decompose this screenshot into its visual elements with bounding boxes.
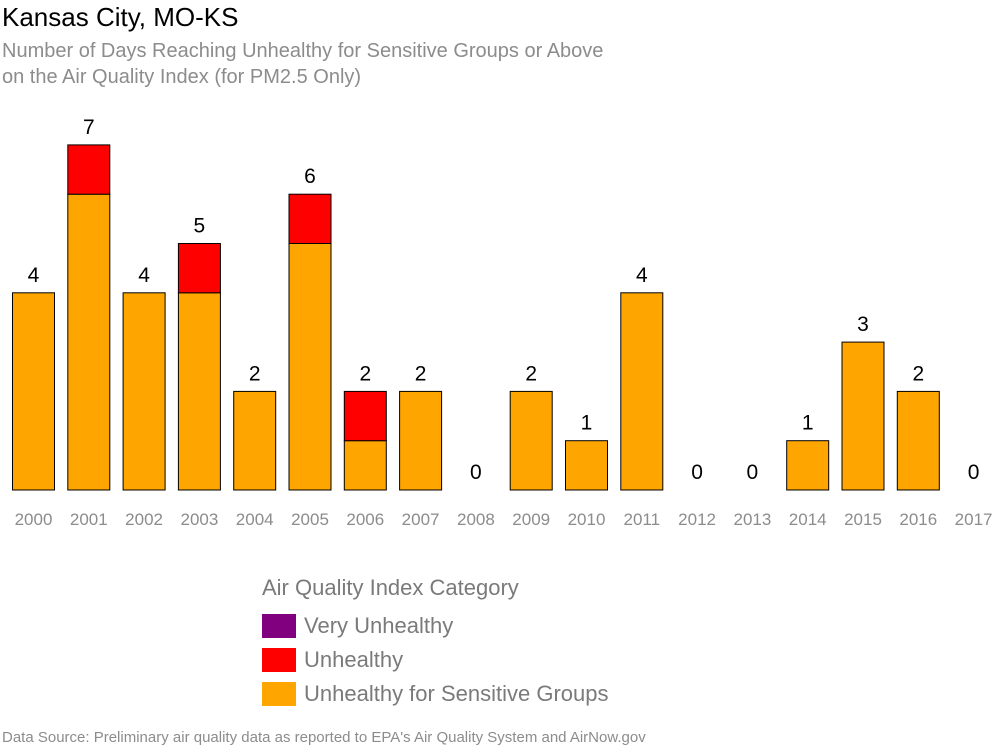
x-tick-label-2000: 2000 [15, 510, 53, 529]
value-label-2008: 0 [470, 461, 482, 484]
chart-subtitle-line-1: Number of Days Reaching Unhealthy for Se… [2, 40, 604, 62]
legend-swatch-very-unhealthy [262, 614, 296, 638]
x-tick-label-2011: 2011 [624, 510, 661, 529]
x-tick-label-2005: 2005 [291, 510, 329, 529]
legend-item-very-unhealthy: Very Unhealthy [262, 609, 609, 643]
x-tick-labels-group: 2000 2001 2002 2003 2004 2005 2006 2007 2008 2009… [15, 510, 993, 529]
x-tick-label-2012: 2012 [678, 510, 716, 529]
bar-2006-unhealthy-for-sensitive-groups [343, 440, 387, 491]
chart-subtitle-line-2: on the Air Quality Index (for PM2.5 Only… [2, 66, 362, 88]
bar-2010-unhealthy-for-sensitive-groups [565, 440, 608, 491]
x-tick-label-2010: 2010 [568, 510, 606, 529]
bar-2007-unhealthy-for-sensitive-groups [399, 390, 443, 491]
value-label-2013: 0 [747, 461, 759, 484]
bar-2000-unhealthy-for-sensitive-groups [12, 292, 55, 491]
value-label-2012: 0 [691, 461, 703, 484]
bar-2011-unhealthy-for-sensitive-groups [620, 292, 664, 491]
chart-subtitle: Number of Days Reaching Unhealthy for Se… [2, 38, 603, 90]
bar-2003-unhealthy [177, 243, 221, 294]
legend-label-unhealthy: Unhealthy [304, 647, 404, 672]
bar-2002-unhealthy-for-sensitive-groups [122, 292, 166, 491]
value-label-2001: 7 [83, 116, 95, 139]
x-tick-label-2001: 2001 [70, 510, 108, 529]
legend: Air Quality Index Category Very Unhealth… [262, 575, 609, 711]
value-label-2015: 3 [857, 313, 869, 336]
legend-swatch-unhealthy-sensitive [262, 682, 296, 706]
legend-swatch-unhealthy [262, 648, 296, 672]
bar-2005-unhealthy [288, 193, 332, 244]
value-label-2004: 2 [249, 362, 261, 385]
bar-2015-unhealthy-for-sensitive-groups [841, 341, 885, 491]
x-tick-label-2009: 2009 [512, 510, 550, 529]
bar-2001-unhealthy-for-sensitive-groups [67, 193, 111, 491]
x-tick-label-2007: 2007 [402, 510, 440, 529]
x-tick-label-2014: 2014 [789, 510, 827, 529]
value-label-2007: 2 [415, 362, 427, 385]
value-label-2005: 6 [304, 165, 316, 188]
x-tick-label-2004: 2004 [236, 510, 274, 529]
legend-item-unhealthy-sensitive: Unhealthy for Sensitive Groups [262, 677, 609, 711]
x-tick-label-2016: 2016 [899, 510, 937, 529]
bar-2005-unhealthy-for-sensitive-groups [288, 243, 332, 491]
bar-2003-unhealthy-for-sensitive-groups [177, 292, 221, 491]
bar-2014-unhealthy-for-sensitive-groups [786, 440, 830, 491]
legend-title: Air Quality Index Category [262, 575, 519, 600]
legend-label-very-unhealthy: Very Unhealthy [304, 613, 454, 638]
bar-2001-unhealthy [67, 144, 111, 195]
bar-2016-unhealthy-for-sensitive-groups [896, 390, 940, 491]
value-label-2003: 5 [194, 215, 206, 238]
x-tick-label-2017: 2017 [955, 510, 993, 529]
value-label-2000: 4 [28, 264, 40, 287]
legend-label-unhealthy-sensitive: Unhealthy for Sensitive Groups [304, 681, 609, 706]
x-tick-label-2003: 2003 [180, 510, 218, 529]
value-label-2010: 1 [581, 412, 593, 435]
value-label-2011: 4 [636, 264, 648, 287]
value-label-2002: 4 [138, 264, 150, 287]
bar-2006-unhealthy [343, 390, 387, 442]
legend-item-unhealthy: Unhealthy [262, 643, 609, 677]
value-label-2009: 2 [525, 362, 537, 385]
value-labels-group: 4 7 4 5 2 6 2 2 0 2 1 4 0 0 1 3 2 0 [28, 116, 980, 484]
bar-2009-unhealthy-for-sensitive-groups [509, 390, 553, 491]
x-tick-label-2015: 2015 [844, 510, 882, 529]
x-tick-label-2013: 2013 [733, 510, 771, 529]
value-label-2016: 2 [912, 362, 924, 385]
x-tick-label-2002: 2002 [125, 510, 163, 529]
chart-title: Kansas City, MO-KS [2, 2, 239, 32]
x-tick-label-2008: 2008 [457, 510, 495, 529]
x-tick-label-2006: 2006 [346, 510, 384, 529]
value-label-2017: 0 [968, 461, 980, 484]
data-source-note: Data Source: Preliminary air quality dat… [2, 729, 646, 746]
value-label-2006: 2 [359, 362, 371, 385]
bar-2004-unhealthy-for-sensitive-groups [233, 390, 277, 491]
bars-group [12, 144, 940, 491]
value-label-2014: 1 [802, 412, 814, 435]
